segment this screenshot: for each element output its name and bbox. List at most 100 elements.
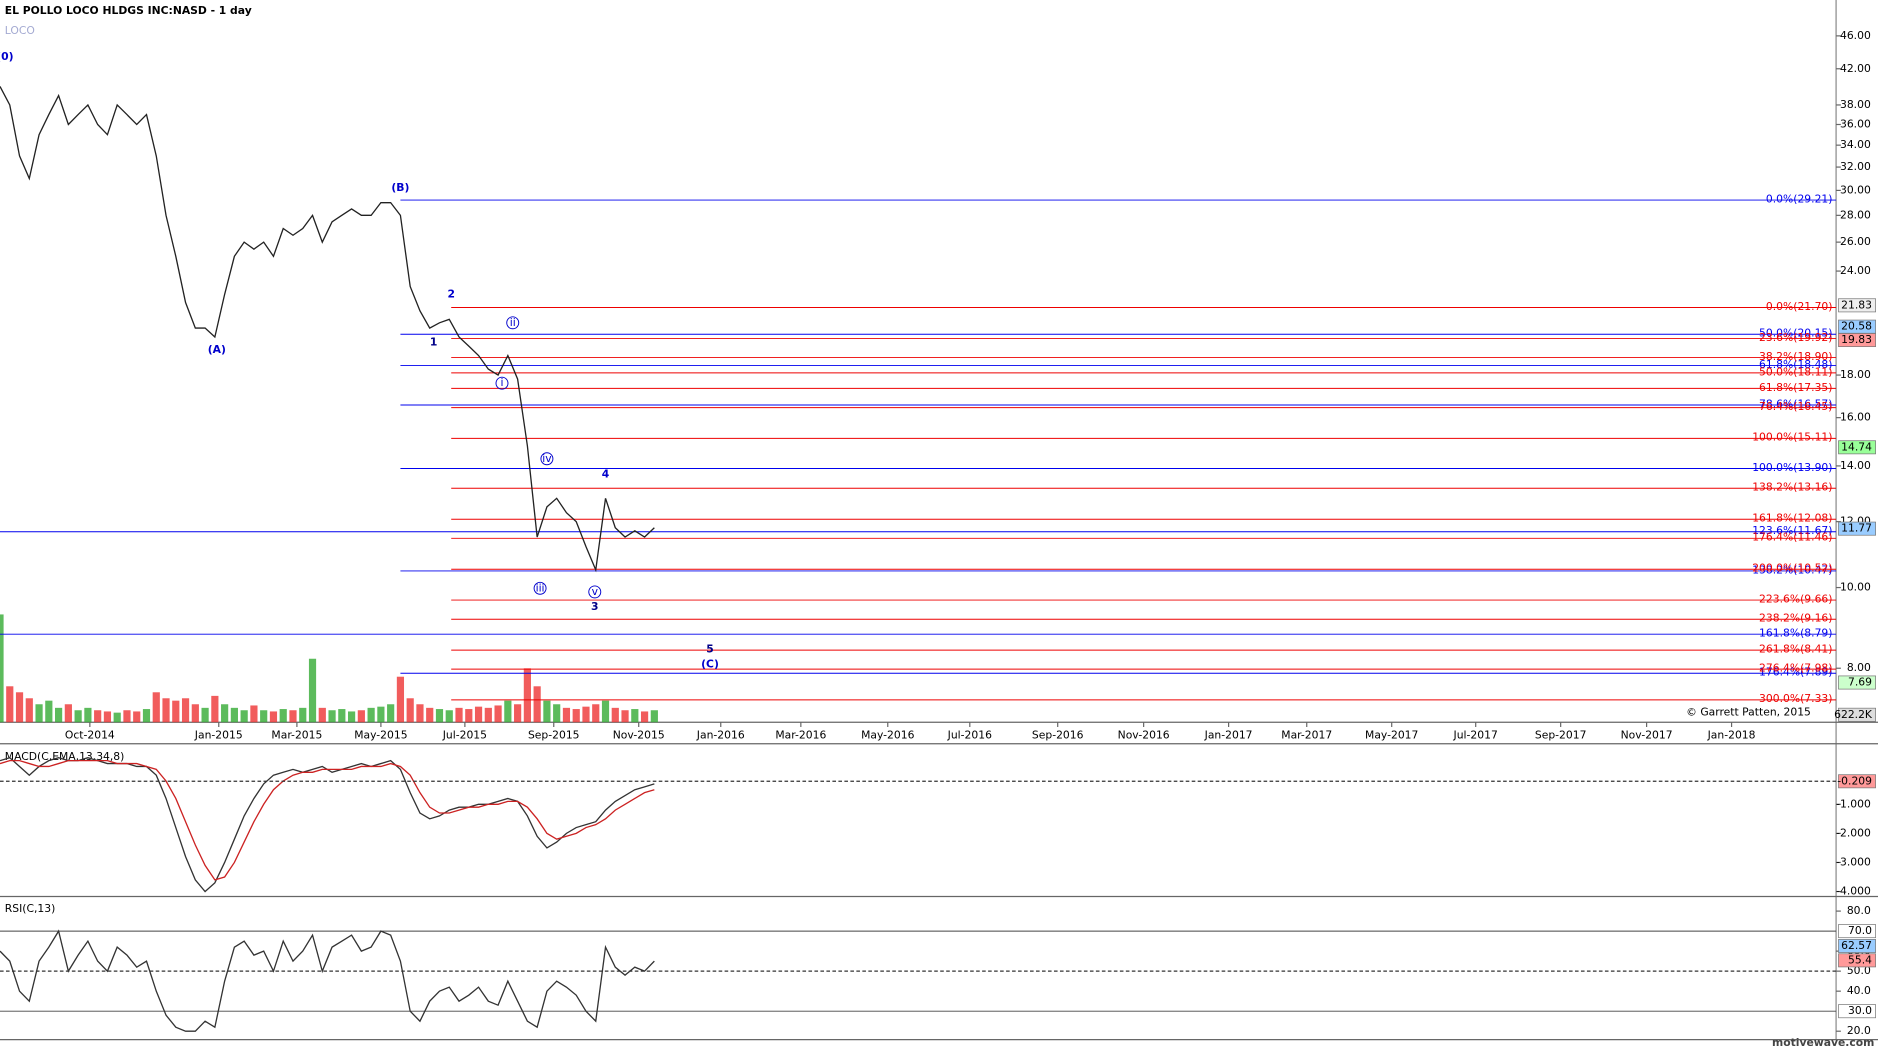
volume-bar: [172, 700, 180, 723]
volume-bar: [0, 614, 4, 723]
price-marker-label: 21.83: [1841, 298, 1872, 311]
price-marker-label: 11.77: [1841, 522, 1872, 535]
fib-label: 38.2%(18.90): [1759, 350, 1832, 363]
y-tick-label: 38.00: [1840, 98, 1871, 111]
wave-label: v: [592, 585, 599, 598]
value-marker: [1838, 774, 1876, 789]
x-tick-label: Sep-2017: [1535, 728, 1587, 741]
x-tick-label: Oct-2014: [65, 728, 115, 741]
y-tick-label: -2.000: [1836, 826, 1871, 839]
fib-label: 161.8%(8.79): [1759, 627, 1832, 640]
price-marker: [1838, 521, 1876, 536]
volume-marker-label: 622.2K: [1834, 708, 1873, 721]
fib-label: 50.0%(18.11): [1759, 365, 1832, 378]
volume-bar: [269, 711, 278, 723]
volume-marker: [1838, 707, 1876, 722]
y-tick-label: 50.0: [1847, 964, 1871, 977]
x-tick-label: May-2017: [1365, 728, 1418, 741]
y-tick-label: 30.00: [1840, 183, 1871, 196]
fib-label: 23.6%(19.92): [1759, 331, 1832, 344]
value-marker: [1838, 939, 1876, 953]
wave-circle: [588, 585, 602, 599]
x-tick-label: Sep-2015: [528, 728, 580, 741]
x-tick-label: Jul-2017: [1453, 728, 1498, 741]
value-marker-label: 62.57: [1841, 939, 1872, 952]
volume-bar: [601, 700, 610, 723]
fib-label: 61.8%(17.35): [1759, 381, 1832, 394]
value-marker-label: 55.4: [1848, 953, 1872, 966]
fib-label: 138.2%(13.16): [1752, 481, 1832, 494]
y-tick-label: 42.00: [1840, 62, 1871, 75]
fib-label: 50.0%(20.15): [1759, 327, 1832, 340]
fib-label: 161.8%(12.08): [1752, 512, 1832, 525]
volume-bar: [94, 710, 102, 723]
x-tick-label: Sep-2016: [1032, 728, 1084, 741]
volume-bar: [621, 710, 629, 723]
volume-bar: [201, 707, 209, 723]
volume-bar: [25, 698, 33, 723]
volume-bar: [572, 709, 580, 723]
volume-bar: [250, 705, 258, 723]
fib-label: 0.0%(29.21): [1766, 192, 1833, 205]
fib-label: 123.6%(11.67): [1752, 524, 1832, 537]
wave-circle: [506, 316, 520, 330]
volume-bar: [416, 704, 424, 723]
volume-bar: [611, 707, 619, 723]
y-tick-label: 14.00: [1840, 459, 1871, 472]
y-tick-label: -4.000: [1836, 885, 1871, 898]
x-tick-label: Jan-2015: [194, 728, 243, 741]
fib-label: 276.4%(7.98): [1759, 662, 1832, 675]
volume-bar: [191, 704, 199, 723]
volume-bar: [15, 692, 24, 723]
wave-label: i: [500, 376, 503, 389]
volume-bar: [35, 704, 43, 723]
y-tick-label: 26.00: [1840, 235, 1871, 248]
volume-bar: [640, 711, 649, 723]
volume-bar: [445, 710, 453, 723]
volume-bar: [6, 686, 14, 723]
y-tick-label: 10.00: [1840, 581, 1871, 594]
volume-bar: [533, 686, 541, 723]
fib-label: 223.6%(9.66): [1759, 592, 1832, 605]
volume-bar: [230, 707, 238, 723]
volume-bar: [181, 698, 190, 723]
x-tick-label: Nov-2017: [1621, 728, 1673, 741]
volume-bar: [406, 698, 414, 723]
fib-label: 261.8%(8.41): [1759, 643, 1832, 656]
volume-bar: [435, 709, 444, 723]
y-tick-label: 46.00: [1840, 29, 1871, 42]
watermark: motivewave.com: [1772, 1036, 1874, 1048]
wave-circle: [540, 452, 554, 466]
price-marker: [1838, 333, 1876, 348]
volume-bar: [465, 709, 473, 723]
wave-label: 3: [591, 600, 599, 613]
volume-bar: [279, 709, 287, 723]
x-tick-label: May-2015: [354, 728, 407, 741]
wave-label: ii: [510, 316, 516, 329]
volume-bar: [426, 707, 434, 723]
value-marker-label: -0.209: [1837, 774, 1872, 787]
wave-label: 5: [706, 642, 714, 655]
volume-bar: [367, 707, 375, 723]
volume-bar: [484, 707, 492, 723]
wave-label: iii: [536, 581, 545, 594]
volume-bar: [523, 668, 531, 723]
fib-label: 238.2%(9.16): [1759, 612, 1832, 625]
level-box: [1838, 1004, 1876, 1019]
volume-bar: [338, 709, 346, 723]
volume-bar: [55, 707, 63, 723]
y-tick-label: -1.000: [1836, 797, 1871, 810]
volume-bar: [123, 710, 131, 723]
x-tick-label: Mar-2016: [775, 728, 826, 741]
fib-label: 61.8%(18.48): [1759, 358, 1832, 371]
y-tick-label: 40.0: [1847, 984, 1871, 997]
price-marker-label: 19.83: [1841, 333, 1872, 346]
volume-bar: [328, 710, 336, 723]
volume-bar: [562, 707, 571, 723]
level-label: 70.0: [1848, 924, 1872, 937]
fib-label: 200.0%(10.52): [1752, 562, 1832, 575]
fib-label: 100.0%(15.11): [1752, 431, 1832, 444]
price-marker: [1838, 675, 1876, 690]
